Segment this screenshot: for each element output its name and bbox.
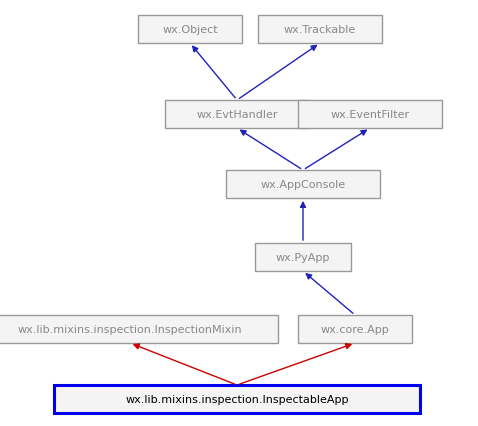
- Text: wx.AppConsole: wx.AppConsole: [261, 180, 346, 190]
- Text: wx.EvtHandler: wx.EvtHandler: [196, 110, 278, 120]
- Text: wx.lib.mixins.inspection.InspectableApp: wx.lib.mixins.inspection.InspectableApp: [125, 394, 349, 404]
- Text: wx.core.App: wx.core.App: [321, 324, 390, 334]
- Bar: [298, 315, 412, 343]
- Bar: [298, 101, 442, 129]
- Bar: [0, 315, 278, 343]
- Text: wx.Trackable: wx.Trackable: [284, 25, 356, 35]
- Bar: [255, 243, 351, 271]
- Bar: [54, 385, 420, 413]
- Bar: [258, 16, 382, 44]
- Text: wx.PyApp: wx.PyApp: [276, 253, 330, 262]
- Text: wx.EventFilter: wx.EventFilter: [330, 110, 410, 120]
- Bar: [165, 101, 309, 129]
- Bar: [138, 16, 242, 44]
- Bar: [226, 170, 380, 199]
- Text: wx.Object: wx.Object: [162, 25, 218, 35]
- Text: wx.lib.mixins.inspection.InspectionMixin: wx.lib.mixins.inspection.InspectionMixin: [18, 324, 242, 334]
